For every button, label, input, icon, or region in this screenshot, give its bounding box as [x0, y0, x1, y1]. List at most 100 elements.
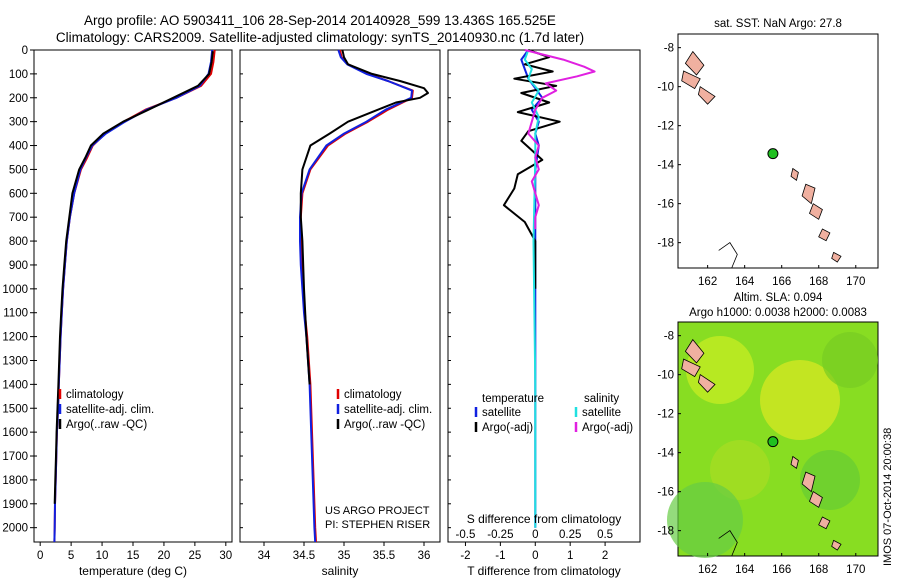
argo-float-marker: [767, 148, 779, 160]
map-subtitle-sla: Argo h1000: 0.0038 h2000: 0.0083: [689, 307, 867, 319]
y-tick-label: 800: [9, 236, 28, 248]
sla-field-blob: [760, 360, 840, 440]
y-tick-label: 1900: [2, 499, 28, 511]
project-annotation: PI: STEPHEN RISER: [325, 519, 430, 531]
y-tick-label: 500: [9, 164, 28, 176]
map-x-tick-label: 170: [846, 564, 865, 576]
y-tick-label: 1100: [3, 308, 28, 320]
y-tick-label: 900: [9, 260, 28, 272]
legend-entry: Argo(..raw -QC): [66, 419, 147, 431]
legend-entry: Argo(..raw -QC): [344, 419, 425, 431]
map-y-tick-label: -14: [657, 160, 674, 172]
legend-entry: satellite: [582, 407, 621, 419]
x-tick-label: 0: [37, 550, 43, 562]
map-title-sst: sat. SST: NaN Argo: 27.8: [714, 18, 842, 30]
map-y-tick-label: -18: [657, 238, 674, 250]
map-y-tick-label: -8: [664, 43, 674, 55]
series-line-argo-raw-qc-: [53, 51, 214, 504]
legend-entry: satellite: [482, 407, 521, 419]
legend-entry: satellite-adj. clim.: [344, 404, 432, 416]
map-y-tick-label: -8: [664, 331, 674, 343]
header-line-2: Climatology: CARS2009. Satellite-adjuste…: [55, 30, 585, 45]
x-tick-label: 34.5: [293, 550, 315, 562]
map-y-tick-label: -12: [657, 121, 674, 133]
legend-entry: climatology: [344, 389, 402, 401]
x-tick-label: 30: [219, 550, 232, 562]
map-x-tick-label: 164: [735, 564, 755, 576]
x-tick-label: 1: [567, 550, 573, 562]
y-tick-label: 0: [22, 45, 28, 57]
map-x-tick-label: 162: [698, 276, 717, 288]
island-shape: [801, 183, 816, 205]
plot-frame-salinity: [239, 49, 441, 543]
island-shape: [831, 251, 842, 263]
top-tick-label: 0.25: [559, 529, 581, 541]
island-shape: [697, 86, 716, 105]
x-tick-label: 35.5: [373, 550, 395, 562]
island-shape: [697, 373, 716, 393]
map-x-tick-label: 164: [735, 276, 755, 288]
map-x-tick-label: 162: [698, 564, 717, 576]
bathymetry-contour: [718, 530, 738, 557]
y-tick-label: 1700: [2, 451, 28, 463]
sla-field-blob: [667, 482, 743, 558]
island-shape: [790, 167, 799, 181]
map-x-tick-label: 166: [772, 564, 791, 576]
island-shape: [684, 338, 705, 364]
plot-frame-difference: [447, 49, 641, 543]
sla-field-blob: [710, 440, 770, 500]
legend-header-salinity: salinity: [584, 393, 619, 405]
x-axis-label: T difference from climatology: [467, 564, 621, 578]
y-tick-label: 1300: [2, 355, 28, 367]
island-shape: [818, 228, 831, 242]
island-shape: [681, 70, 701, 90]
island-shape: [801, 471, 816, 493]
series-line-argo-raw-qc-: [299, 49, 429, 385]
y-tick-label: 1500: [2, 403, 28, 415]
map-frame-1: [677, 33, 879, 269]
x-tick-label: 36: [418, 550, 431, 562]
island-shape: [684, 50, 705, 76]
map-x-tick-label: 166: [772, 276, 791, 288]
x-tick-label: 15: [127, 550, 140, 562]
y-tick-label: 200: [9, 93, 28, 105]
map-y-tick-label: -12: [657, 409, 674, 421]
y-tick-label: 1400: [2, 379, 28, 391]
x-tick-label: 5: [68, 550, 74, 562]
map-y-tick-label: -14: [657, 448, 674, 460]
bathymetry-contour: [718, 242, 738, 269]
legend-header-temperature: temperature: [482, 393, 544, 405]
sla-field-blob: [822, 332, 878, 388]
map-y-tick-label: -16: [657, 487, 674, 499]
x-tick-label: 34: [258, 550, 271, 562]
y-tick-label: 700: [9, 212, 28, 224]
y-tick-label: 1800: [2, 475, 28, 487]
map-x-tick-label: 168: [809, 276, 828, 288]
island-shape: [681, 358, 701, 378]
map-x-tick-label: 168: [809, 564, 828, 576]
island-shape: [809, 203, 823, 220]
y-tick-label: 100: [9, 69, 28, 81]
top-tick-label: -0.5: [456, 529, 476, 541]
y-tick-label: 1600: [2, 427, 28, 439]
island-shape: [809, 490, 823, 508]
top-axis-label: S difference from climatology: [467, 512, 622, 526]
map-title-sla: Altim. SLA: 0.094: [734, 292, 823, 304]
x-tick-label: 10: [96, 550, 109, 562]
x-axis-label: salinity: [322, 564, 359, 578]
header-line-1: Argo profile: AO 5903411_106 28-Sep-2014…: [84, 13, 556, 28]
series-line-salinity-argo-adj-: [524, 49, 596, 230]
island-shape: [831, 539, 842, 551]
y-tick-label: 2000: [2, 523, 28, 535]
map-y-tick-label: -10: [657, 370, 674, 382]
island-shape: [818, 516, 831, 530]
top-tick-label: 0.5: [597, 529, 613, 541]
map-y-tick-label: -18: [657, 526, 674, 538]
island-shape: [790, 455, 799, 469]
x-axis-label: temperature (deg C): [79, 564, 187, 578]
map-x-tick-label: 170: [846, 276, 865, 288]
argo-float-marker: [767, 436, 779, 448]
y-tick-label: 400: [9, 141, 28, 153]
legend-entry: satellite-adj. clim.: [66, 404, 154, 416]
